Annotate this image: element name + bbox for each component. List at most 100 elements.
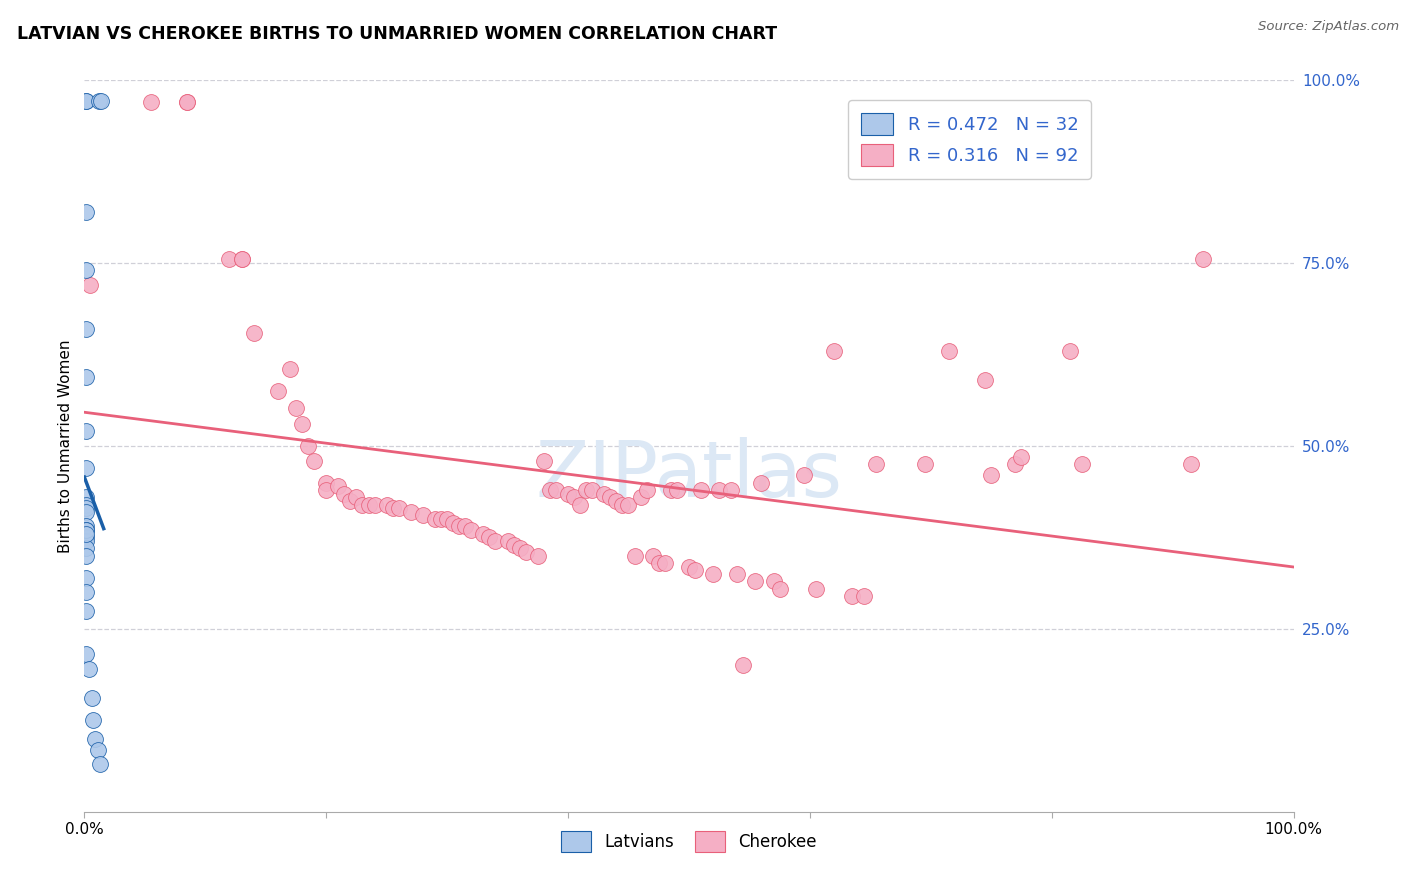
Point <box>399 505 422 519</box>
Point <box>297 439 319 453</box>
Point <box>75 549 97 563</box>
Point <box>569 498 592 512</box>
Point <box>865 457 887 471</box>
Point <box>472 526 495 541</box>
Point <box>702 567 724 582</box>
Text: LATVIAN VS CHEROKEE BIRTHS TO UNMARRIED WOMEN CORRELATION CHART: LATVIAN VS CHEROKEE BIRTHS TO UNMARRIED … <box>17 25 778 43</box>
Point <box>75 530 97 544</box>
Point <box>75 603 97 617</box>
Point <box>84 731 107 746</box>
Point <box>333 486 356 500</box>
Point <box>496 534 519 549</box>
Point <box>75 205 97 219</box>
Point <box>484 534 506 549</box>
Point <box>1004 457 1026 471</box>
Point <box>242 326 264 340</box>
Point <box>75 369 97 384</box>
Point <box>441 516 464 530</box>
Point <box>593 486 616 500</box>
Point <box>339 494 361 508</box>
Point <box>75 571 97 585</box>
Point <box>291 417 314 431</box>
Point <box>139 95 162 110</box>
Point <box>538 483 561 497</box>
Point <box>1071 457 1094 471</box>
Point <box>980 468 1002 483</box>
Point <box>1180 457 1202 471</box>
Point <box>75 461 97 475</box>
Point <box>412 508 434 523</box>
Point <box>562 490 585 504</box>
Text: ZIPatlas: ZIPatlas <box>536 437 842 513</box>
Point <box>605 494 627 508</box>
Point <box>75 505 97 519</box>
Point <box>648 556 671 570</box>
Point <box>509 541 531 556</box>
Point <box>762 574 785 589</box>
Point <box>769 582 792 596</box>
Point <box>683 563 706 577</box>
Point <box>75 523 97 537</box>
Point <box>75 490 97 504</box>
Point <box>79 278 101 293</box>
Point <box>375 498 398 512</box>
Point <box>75 501 97 516</box>
Point <box>231 252 253 267</box>
Point <box>636 483 658 497</box>
Point <box>974 373 997 387</box>
Point <box>527 549 550 563</box>
Point <box>853 589 876 603</box>
Point <box>502 538 524 552</box>
Point <box>612 498 634 512</box>
Point <box>581 483 603 497</box>
Point <box>75 94 97 108</box>
Point <box>357 498 380 512</box>
Point <box>89 757 111 772</box>
Point <box>599 490 621 504</box>
Point <box>278 362 301 376</box>
Point <box>665 483 688 497</box>
Point <box>423 512 446 526</box>
Point <box>725 567 748 582</box>
Point <box>231 252 253 267</box>
Point <box>75 585 97 599</box>
Point <box>90 94 112 108</box>
Point <box>630 490 652 504</box>
Point <box>75 526 97 541</box>
Point <box>1059 343 1081 358</box>
Point <box>302 453 325 467</box>
Point <box>623 549 645 563</box>
Point <box>430 512 453 526</box>
Point <box>381 501 404 516</box>
Point <box>87 94 110 108</box>
Point <box>1192 252 1215 267</box>
Point <box>75 541 97 556</box>
Point <box>75 648 97 662</box>
Point <box>720 483 742 497</box>
Point <box>176 95 198 110</box>
Text: Source: ZipAtlas.com: Source: ZipAtlas.com <box>1258 20 1399 33</box>
Point <box>284 401 308 415</box>
Point <box>709 483 731 497</box>
Point <box>77 662 100 676</box>
Point <box>617 498 640 512</box>
Point <box>75 534 97 549</box>
Point <box>75 425 97 439</box>
Point <box>388 501 411 516</box>
Point <box>938 343 960 358</box>
Point <box>75 519 97 533</box>
Point <box>75 523 97 537</box>
Point <box>363 498 385 512</box>
Point <box>823 343 845 358</box>
Point <box>515 545 537 559</box>
Point <box>533 453 555 467</box>
Point <box>478 530 501 544</box>
Point <box>460 523 482 537</box>
Point <box>75 94 97 108</box>
Point <box>804 582 827 596</box>
Point <box>315 483 337 497</box>
Point <box>751 475 773 490</box>
Point <box>1011 450 1033 464</box>
Point <box>267 384 290 399</box>
Point <box>744 574 766 589</box>
